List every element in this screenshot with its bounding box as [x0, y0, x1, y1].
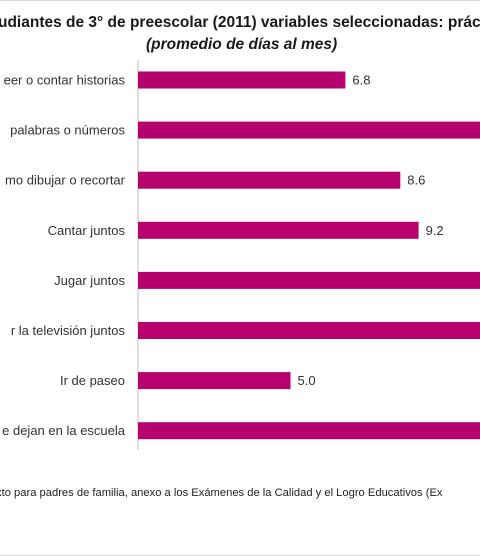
- bar-4: [138, 271, 480, 289]
- bar-5: [138, 322, 480, 339]
- category-labels: eer o contar historias palabras o números…: [2, 73, 126, 439]
- data-label-2: 8.6: [407, 173, 425, 188]
- source-note: xto para padres de familia, anexo a los …: [0, 487, 443, 499]
- category-label-5: r la televisión juntos: [11, 323, 126, 338]
- bar-0: [138, 71, 346, 89]
- category-label-0: eer o contar historias: [4, 73, 126, 88]
- chart-title: udiantes de 3° de preescolar (2011) vari…: [0, 14, 480, 31]
- category-label-4: Jugar juntos: [54, 273, 125, 288]
- bar-3: [138, 221, 419, 239]
- category-label-7: e dejan en la escuela: [2, 423, 126, 438]
- category-label-6: Ir de paseo: [60, 373, 125, 388]
- top-border: [0, 0, 480, 1]
- category-label-2: mo dibujar o recortar: [5, 173, 126, 188]
- category-label-3: Cantar juntos: [48, 223, 126, 238]
- bars: [138, 71, 480, 440]
- chart-subtitle: (promedio de días al mes): [146, 36, 338, 53]
- bar-7: [138, 422, 480, 440]
- bar-6: [138, 372, 291, 390]
- bar-2: [138, 171, 401, 189]
- data-label-0: 6.8: [352, 73, 370, 88]
- data-label-6: 5.0: [298, 373, 316, 388]
- category-label-1: palabras o números: [10, 123, 125, 138]
- data-label-3: 9.2: [426, 223, 444, 238]
- bar-1: [138, 121, 480, 139]
- data-labels: 6.8 8.6 9.2 5.0: [298, 73, 444, 389]
